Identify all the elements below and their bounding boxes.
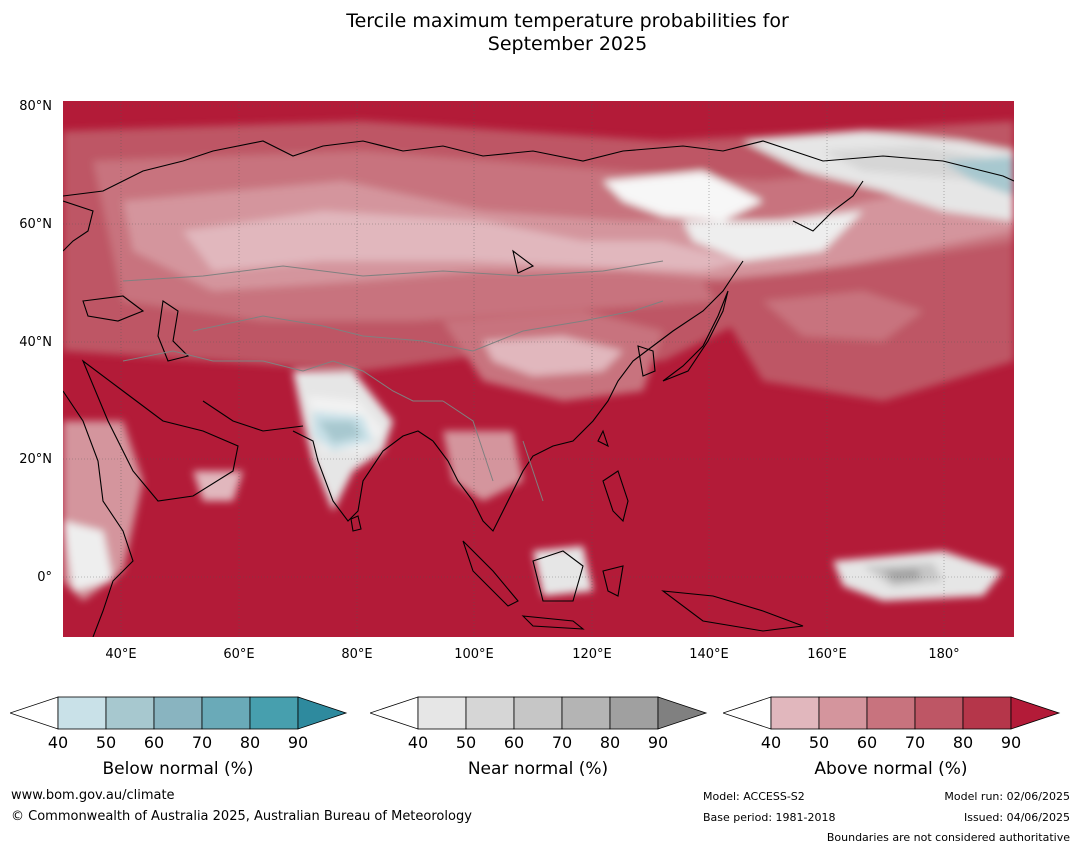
cb2-tick-40: 40 [407, 733, 429, 752]
model-label: Model: ACCESS-S2 [703, 790, 805, 803]
probability-contours [63, 121, 1014, 601]
colorbar-below-svg [8, 696, 348, 730]
country-borders [122, 260, 664, 502]
colorbar-below-normal [8, 696, 350, 736]
lon-label-140e: 140°E [689, 647, 729, 662]
cb3-tick-80: 80 [952, 733, 974, 752]
lon-label-160e: 160°E [807, 647, 847, 662]
lon-label-180: 180° [928, 647, 960, 662]
cb1-tick-60: 60 [143, 733, 165, 752]
cb1-tick-50: 50 [95, 733, 117, 752]
lon-label-80e: 80°E [341, 647, 373, 662]
bom-url-link[interactable]: www.bom.gov.au/climate [11, 788, 175, 803]
colorbar-above-normal [721, 696, 1063, 736]
model-run-label: Model run: 02/06/2025 [944, 790, 1070, 803]
issued-label: Issued: 04/06/2025 [963, 811, 1070, 824]
lon-label-60e: 60°E [223, 647, 255, 662]
lat-label-60n: 60°N [19, 217, 52, 232]
title-line-2: September 2025 [487, 33, 648, 55]
cb1-tick-70: 70 [191, 733, 213, 752]
cb3-tick-90: 90 [1000, 733, 1022, 752]
cb1-tick-80: 80 [239, 733, 261, 752]
cb2-title: Near normal (%) [467, 759, 609, 779]
lat-label-40n: 40°N [19, 335, 52, 350]
map-title: Tercile maximum temperature probabilitie… [0, 10, 1081, 56]
cb1-title: Below normal (%) [102, 759, 254, 779]
colorbar-above-svg [721, 696, 1061, 730]
cb2-tick-60: 60 [503, 733, 525, 752]
cb2-tick-90: 90 [647, 733, 669, 752]
cb1-tick-40: 40 [47, 733, 69, 752]
cb2-tick-50: 50 [455, 733, 477, 752]
cb3-tick-60: 60 [856, 733, 878, 752]
cb1-tick-90: 90 [287, 733, 309, 752]
lon-label-40e: 40°E [105, 647, 137, 662]
base-period-label: Base period: 1981-2018 [703, 811, 836, 824]
lat-label-0: 0° [37, 570, 52, 585]
probability-map [62, 101, 1015, 638]
cb2-tick-70: 70 [551, 733, 573, 752]
lat-label-20n: 20°N [19, 452, 52, 467]
cb3-tick-40: 40 [760, 733, 782, 752]
cb3-title: Above normal (%) [814, 759, 968, 779]
cb3-tick-50: 50 [808, 733, 830, 752]
colorbar-near-svg [368, 696, 708, 730]
coastlines [62, 140, 1015, 638]
cb3-tick-70: 70 [904, 733, 926, 752]
cb2-tick-80: 80 [599, 733, 621, 752]
lon-label-100e: 100°E [454, 647, 494, 662]
map-svg [62, 101, 1015, 638]
colorbar-near-normal [368, 696, 710, 736]
lon-label-120e: 120°E [572, 647, 612, 662]
title-line-1: Tercile maximum temperature probabilitie… [346, 10, 789, 32]
disclaimer-text: Boundaries are not considered authoritat… [826, 831, 1070, 844]
copyright-text: © Commonwealth of Australia 2025, Austra… [11, 809, 472, 824]
lat-label-80n: 80°N [19, 99, 52, 114]
